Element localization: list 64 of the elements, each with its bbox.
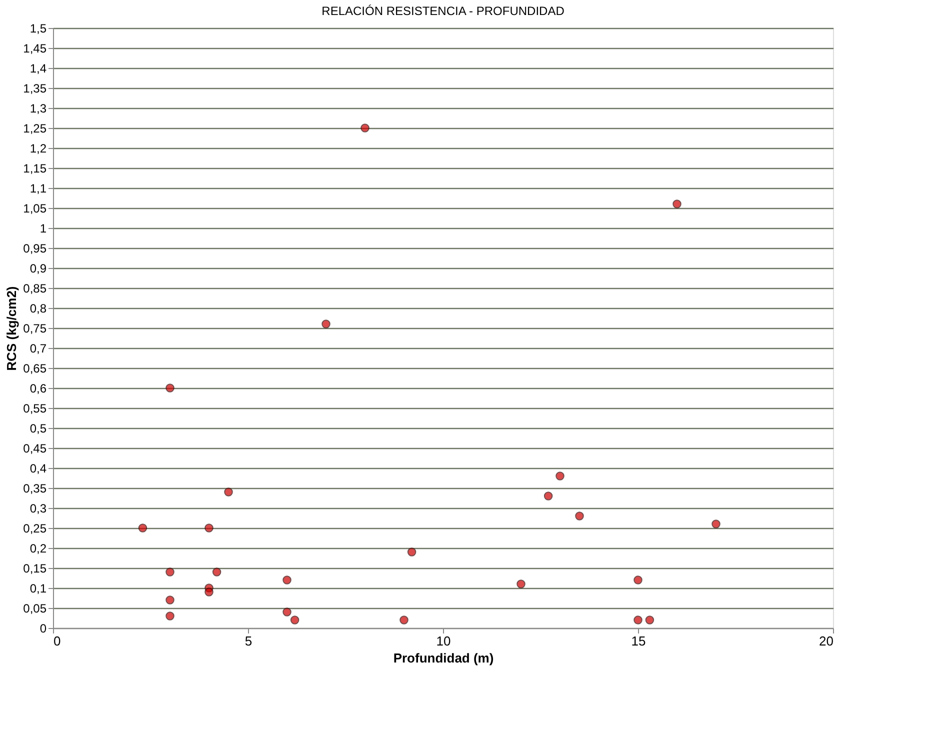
point [400,616,408,624]
y-tick-label: 0,35 [23,482,47,496]
point [556,472,564,480]
y-tick-label: 0,5 [30,422,47,436]
y-tick-label: 0,8 [30,302,47,316]
y-tick-label: 1,1 [30,182,47,196]
y-tick-label: 0,6 [30,382,47,396]
y-tick-label: 0,4 [30,462,47,476]
point [575,512,584,520]
point [166,596,174,604]
point [166,384,174,392]
point [290,616,300,624]
y-tick-label: 0,65 [23,362,47,376]
point [516,580,526,588]
y-tick-label: 0,7 [30,342,47,356]
y-tick-label: 0,1 [30,582,47,596]
point [224,488,233,496]
point [282,576,292,584]
y-tick-label: 0,85 [23,282,47,296]
y-tick-label: 0 [40,622,47,636]
y-tick-label: 1 [40,222,47,236]
point [138,524,148,532]
x-tick-label: 20 [819,634,834,648]
point [212,568,222,576]
y-tick-label: 1,45 [23,42,47,56]
x-axis-title: Profundidad (m) [393,650,494,666]
y-tick-label: 0,25 [23,522,47,536]
point [645,616,654,624]
y-tick-label: 0,55 [23,402,47,416]
y-axis-title: RCS (kg/cm2) [4,286,20,371]
y-tick-label: 0,95 [23,242,47,256]
point [407,548,416,556]
point [672,200,682,208]
point [360,124,370,132]
y-tick-label: 0,45 [23,442,47,456]
point [322,320,330,328]
point [166,568,174,576]
x-tick-label: 10 [436,634,451,648]
point [712,520,720,528]
point [204,588,214,596]
y-tick-label: 1,5 [30,22,47,36]
x-tick-label: 0 [54,634,61,648]
y-tick-label: 1,4 [30,62,47,76]
point [204,524,214,532]
y-tick-label: 0,15 [23,562,47,576]
y-tick-label: 1,35 [23,82,47,96]
point [544,492,553,500]
x-tick-label: 15 [631,634,646,648]
y-tick-label: 0,75 [23,322,47,336]
y-tick-label: 0,05 [23,602,47,616]
y-tick-label: 1,25 [23,122,47,136]
y-tick-label: 1,05 [23,202,47,216]
point [282,608,292,616]
x-tick-label: 5 [244,634,252,648]
point [634,616,642,624]
y-tick-label: 1,15 [23,162,47,176]
y-tick-label: 0,2 [30,542,47,556]
y-tick-label: 1,3 [30,102,47,116]
y-tick-label: 1,2 [30,142,47,156]
point [166,612,174,620]
y-tick-label: 0,9 [30,262,47,276]
y-tick-label: 0,3 [30,502,47,516]
point [634,576,642,584]
chart-title: RELACIÓN RESISTENCIA - PROFUNDIDAD [322,4,565,18]
